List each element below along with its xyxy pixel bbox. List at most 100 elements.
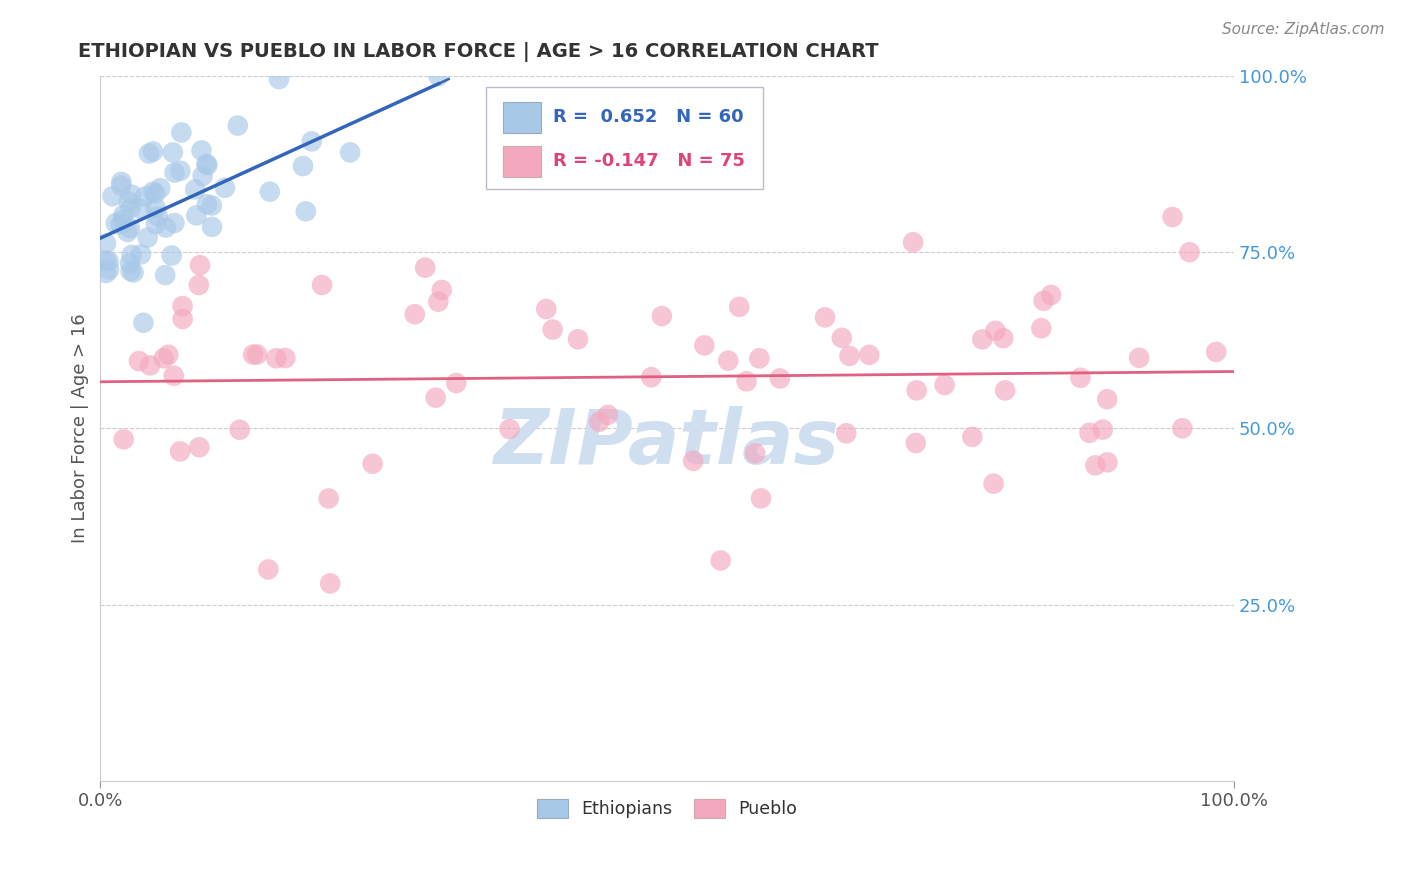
Point xyxy=(163,368,186,383)
Point xyxy=(226,119,249,133)
Point xyxy=(112,213,135,227)
Point xyxy=(993,331,1015,345)
Point xyxy=(94,266,117,280)
Point xyxy=(838,349,860,363)
Point xyxy=(769,371,792,385)
Point xyxy=(430,283,453,297)
Point xyxy=(835,426,858,441)
Point xyxy=(121,187,143,202)
Point xyxy=(184,182,207,196)
Point xyxy=(596,408,619,422)
Point xyxy=(1171,421,1194,435)
Point xyxy=(169,163,191,178)
Point xyxy=(145,201,167,215)
Point xyxy=(132,316,155,330)
Point xyxy=(191,169,214,183)
Point xyxy=(101,189,124,203)
Point xyxy=(172,312,194,326)
Point xyxy=(94,236,117,251)
Point xyxy=(172,299,194,313)
Point xyxy=(163,216,186,230)
Point xyxy=(136,230,159,244)
Point xyxy=(160,248,183,262)
Point xyxy=(143,186,166,201)
Point xyxy=(110,218,132,232)
Point xyxy=(264,351,287,366)
Point xyxy=(301,135,323,149)
Point xyxy=(962,430,984,444)
Point xyxy=(427,294,450,309)
Point xyxy=(120,264,142,278)
Point xyxy=(163,165,186,179)
Point xyxy=(901,235,924,250)
Point xyxy=(413,260,436,275)
Point xyxy=(190,144,212,158)
Point xyxy=(1205,345,1227,359)
Point xyxy=(425,391,447,405)
Point xyxy=(651,309,673,323)
Point xyxy=(904,436,927,450)
Point xyxy=(1032,293,1054,308)
Text: R =  0.652   N = 60: R = 0.652 N = 60 xyxy=(553,108,744,126)
Point xyxy=(536,301,558,316)
Point xyxy=(1069,371,1091,385)
Point xyxy=(404,307,426,321)
Point xyxy=(934,378,956,392)
Point xyxy=(905,384,928,398)
Point xyxy=(138,146,160,161)
Point xyxy=(110,175,132,189)
Point xyxy=(735,374,758,388)
Point xyxy=(444,376,467,390)
Point xyxy=(142,145,165,159)
Point xyxy=(118,221,141,235)
Point xyxy=(994,384,1017,398)
Point xyxy=(498,422,520,436)
Point xyxy=(983,476,1005,491)
Point xyxy=(1084,458,1107,473)
Point xyxy=(170,125,193,139)
Point xyxy=(814,310,837,325)
Point xyxy=(242,347,264,361)
Point xyxy=(710,553,733,567)
Point xyxy=(427,69,450,83)
Point xyxy=(214,181,236,195)
Point xyxy=(97,254,120,268)
Point xyxy=(112,208,135,222)
Point xyxy=(195,197,218,211)
Point xyxy=(117,225,139,239)
Point xyxy=(588,415,610,429)
Point xyxy=(984,324,1007,338)
Point xyxy=(162,145,184,160)
Point xyxy=(129,247,152,261)
Point xyxy=(318,491,340,506)
Point xyxy=(128,354,150,368)
Point xyxy=(186,208,208,222)
FancyBboxPatch shape xyxy=(503,102,541,133)
Point xyxy=(134,189,156,203)
Text: Source: ZipAtlas.com: Source: ZipAtlas.com xyxy=(1222,22,1385,37)
Point xyxy=(267,72,290,87)
Point xyxy=(682,454,704,468)
Point xyxy=(749,491,772,506)
Point xyxy=(118,256,141,270)
Point xyxy=(152,351,174,366)
Text: R = -0.147   N = 75: R = -0.147 N = 75 xyxy=(553,153,744,170)
Point xyxy=(187,277,209,292)
Point xyxy=(195,157,218,171)
Point xyxy=(693,338,716,352)
Point xyxy=(145,217,167,231)
Text: ZIPatlas: ZIPatlas xyxy=(494,406,839,480)
Point xyxy=(567,332,589,346)
Point xyxy=(1040,288,1063,302)
Point xyxy=(188,440,211,454)
Point xyxy=(197,158,219,172)
Point xyxy=(1078,425,1101,440)
Point xyxy=(122,265,145,279)
Point xyxy=(717,353,740,368)
Point xyxy=(98,262,121,277)
Point xyxy=(1097,455,1119,469)
Point xyxy=(146,209,169,223)
Point xyxy=(541,322,564,336)
Point xyxy=(139,359,162,373)
Point xyxy=(972,332,994,346)
